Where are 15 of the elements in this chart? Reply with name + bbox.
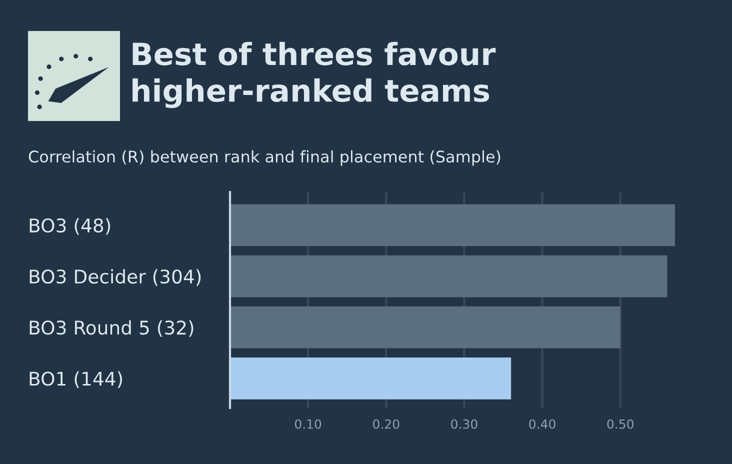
x-tick-label: 0.10: [294, 419, 322, 429]
bar: [230, 357, 512, 400]
bar: [230, 255, 668, 298]
bar: [230, 204, 675, 246]
y-tick-label: BO1 (144): [30, 371, 122, 388]
y-tick-label: BO3 Decider (304): [30, 269, 201, 286]
x-tick-label: 0.20: [373, 419, 400, 429]
x-tick-label: 0.50: [607, 419, 634, 429]
chart-title: Best of threes favour higher-ranked teams: [132, 42, 496, 108]
chart-subtitle: Correlation (R) between rank and final placement (Sample): [28, 150, 500, 166]
bar: [230, 306, 620, 348]
y-tick-label: BO3 (48): [30, 218, 110, 235]
x-tick-label: 0.30: [451, 419, 478, 429]
x-tick-label: 0.40: [529, 419, 556, 429]
y-tick-label: BO3 Round 5 (32): [30, 320, 194, 337]
